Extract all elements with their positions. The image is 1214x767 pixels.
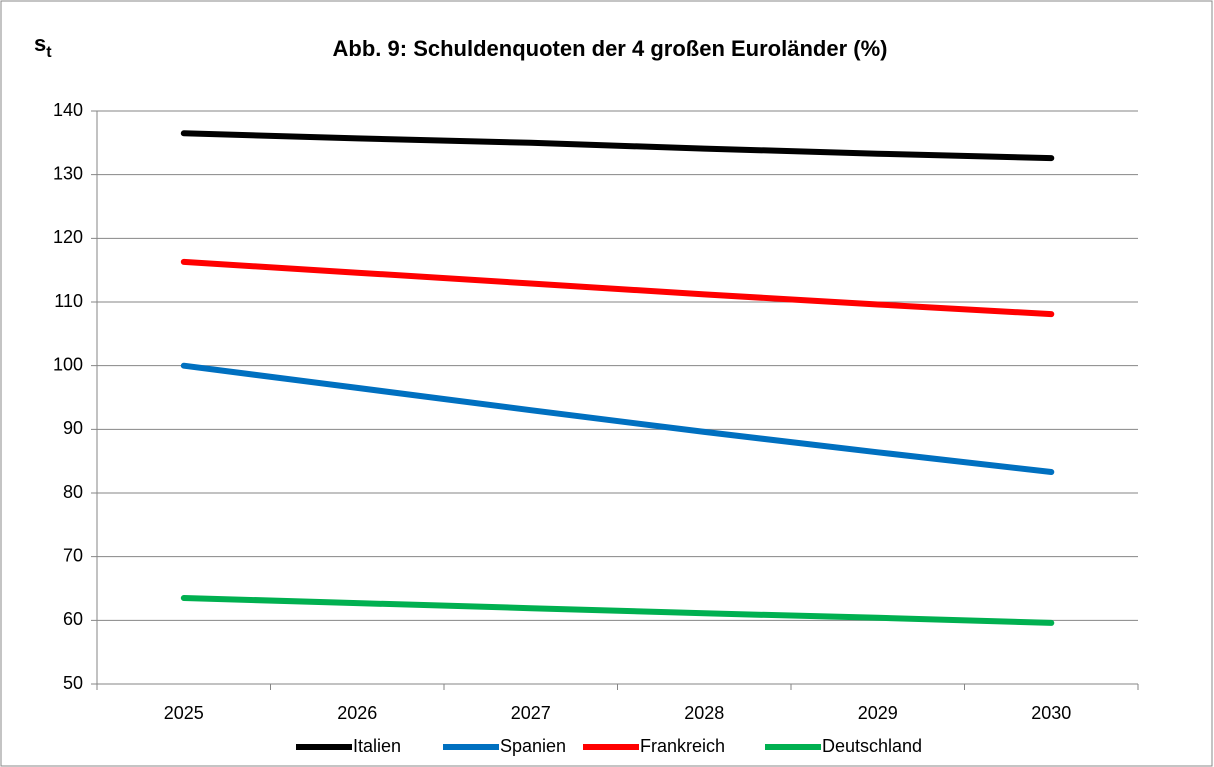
y-tick-label: 80 — [63, 482, 83, 502]
y-axis-label: st — [34, 31, 52, 61]
y-label-base: s — [34, 31, 46, 56]
y-tick-label: 60 — [63, 609, 83, 629]
legend-label: Spanien — [500, 736, 566, 756]
y-tick-label: 120 — [53, 227, 83, 247]
legend-label: Frankreich — [640, 736, 725, 756]
y-tick-label: 90 — [63, 418, 83, 438]
legend-label: Italien — [353, 736, 401, 756]
x-tick-label: 2028 — [684, 703, 724, 723]
series-line — [180, 362, 1055, 475]
x-tick-label: 2027 — [511, 703, 551, 723]
chart-title: Abb. 9: Schuldenquoten der 4 großen Euro… — [333, 36, 888, 61]
x-tick-label: 2025 — [164, 703, 204, 723]
y-tick-label: 70 — [63, 545, 83, 565]
y-tick-label: 140 — [53, 100, 83, 120]
x-tick-label: 2026 — [337, 703, 377, 723]
x-tick-label: 2029 — [858, 703, 898, 723]
y-tick-label: 100 — [53, 354, 83, 374]
series-line — [180, 595, 1055, 626]
y-label-subscript: t — [46, 44, 52, 61]
series-line — [180, 130, 1055, 162]
y-tick-label: 50 — [63, 673, 83, 693]
y-tick-label: 110 — [54, 291, 83, 311]
y-tick-label: 130 — [53, 163, 83, 183]
x-tick-label: 2030 — [1031, 703, 1071, 723]
legend-label: Deutschland — [822, 736, 922, 756]
series-line — [180, 258, 1055, 318]
